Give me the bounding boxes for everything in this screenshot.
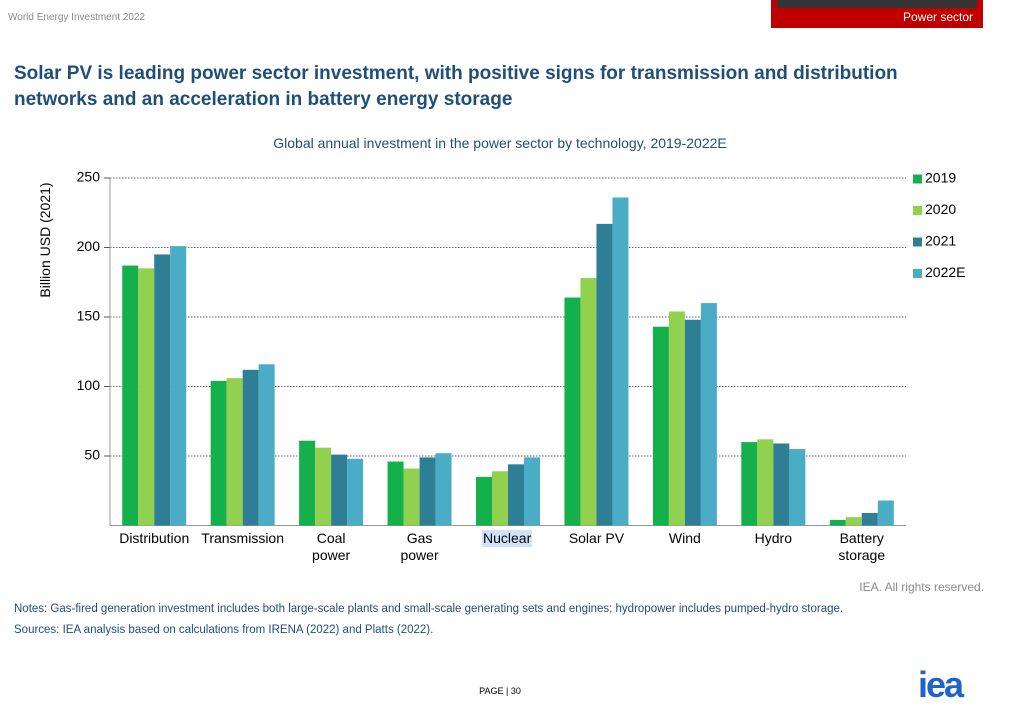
x-tick-label: Hydro xyxy=(754,530,792,546)
legend-label: 2022E xyxy=(925,264,965,280)
bar xyxy=(242,369,259,526)
bar xyxy=(299,440,316,526)
legend-swatch xyxy=(913,237,922,247)
bar xyxy=(331,454,348,526)
bar xyxy=(668,311,685,526)
bar xyxy=(877,500,894,526)
chart-title: Global annual investment in the power se… xyxy=(273,135,727,151)
y-tick-label: 50 xyxy=(84,447,100,463)
bar xyxy=(789,449,806,526)
section-name: Power sector xyxy=(902,10,973,24)
bar xyxy=(845,517,862,526)
y-tick-label: 150 xyxy=(77,308,101,324)
bar xyxy=(508,464,524,526)
bar xyxy=(210,380,227,526)
bar xyxy=(741,442,758,526)
bar xyxy=(596,223,613,526)
bar xyxy=(580,278,597,526)
bar xyxy=(773,443,790,526)
sources: Sources: IEA analysis based on calculati… xyxy=(14,624,434,636)
bar xyxy=(612,197,629,526)
x-tick-label: Distribution xyxy=(119,530,190,546)
x-tick-label: Nuclear xyxy=(482,530,533,547)
bar xyxy=(315,447,332,526)
bar xyxy=(476,476,492,526)
legend-label: 2021 xyxy=(925,233,956,249)
legend-swatch xyxy=(913,206,922,215)
bar xyxy=(226,378,243,526)
bar xyxy=(492,471,508,526)
bar xyxy=(435,453,452,526)
x-tick-label: Coal power xyxy=(312,530,351,563)
bar xyxy=(170,246,187,526)
bar xyxy=(524,457,540,526)
bar xyxy=(700,303,717,526)
x-tick-label: Battery storage xyxy=(838,530,886,563)
bar xyxy=(684,319,701,526)
tab-shadow xyxy=(777,0,977,8)
notes: Notes: Gas-fired generation investment i… xyxy=(14,603,844,615)
y-tick-label: 200 xyxy=(77,238,101,254)
logo: iea xyxy=(918,664,964,705)
legend-swatch xyxy=(913,269,922,278)
page-number: PAGE | 30 xyxy=(479,686,521,696)
bar xyxy=(757,439,774,526)
report-name: World Energy Investment 2022 xyxy=(8,12,146,23)
legend-swatch xyxy=(913,174,922,184)
bar xyxy=(652,326,669,526)
bar xyxy=(387,461,404,526)
page-title: Solar PV is leading power sector investm… xyxy=(14,63,898,110)
bar xyxy=(347,458,364,526)
x-tick-label: Solar PV xyxy=(568,530,625,546)
bar xyxy=(829,519,846,526)
rights: IEA. All rights reserved. xyxy=(859,580,984,594)
bar xyxy=(419,457,436,526)
x-tick-label: Wind xyxy=(668,530,701,546)
bar xyxy=(122,265,139,526)
legend-label: 2020 xyxy=(925,201,956,217)
x-tick-label: Gas power xyxy=(400,530,439,563)
y-tick-label: 250 xyxy=(77,169,101,185)
bar xyxy=(861,512,878,526)
bar xyxy=(154,254,171,526)
x-tick-label: Transmission xyxy=(201,530,285,546)
bar xyxy=(403,468,420,526)
y-tick-label: 100 xyxy=(77,377,101,393)
bar xyxy=(564,297,581,526)
bar xyxy=(138,268,155,526)
legend-label: 2019 xyxy=(925,170,956,186)
section-tab: Power sector xyxy=(771,0,983,28)
bar xyxy=(258,364,275,526)
